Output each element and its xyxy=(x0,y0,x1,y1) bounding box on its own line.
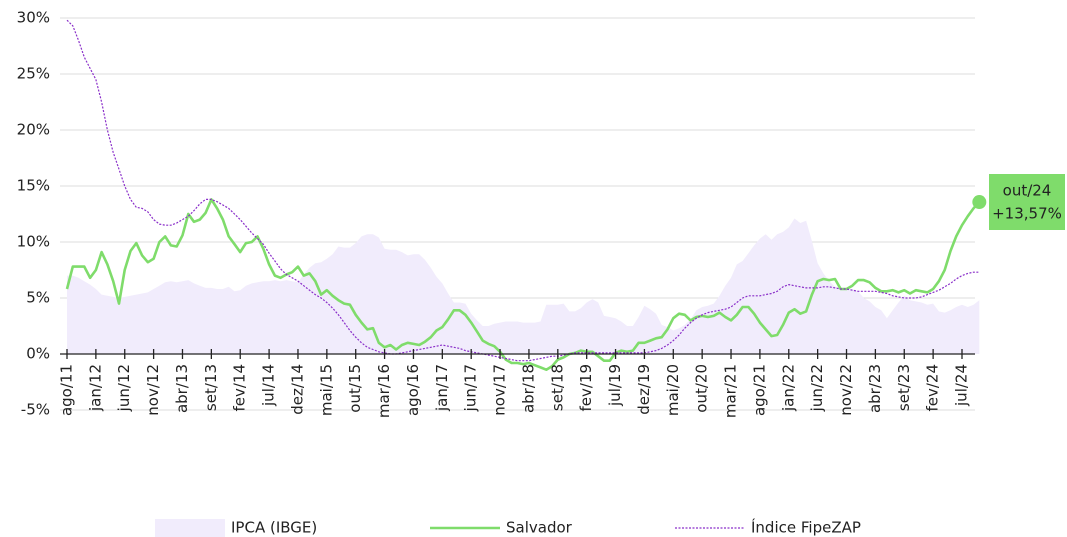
x-tick-label: abr/13 xyxy=(173,364,191,413)
x-tick-label: fev/19 xyxy=(577,364,595,412)
y-tick-label: 20% xyxy=(17,121,50,139)
x-tick-label: nov/12 xyxy=(144,364,162,416)
x-tick-label: mai/20 xyxy=(664,364,682,416)
x-tick-label: abr/23 xyxy=(866,364,884,413)
area xyxy=(67,218,980,354)
x-tick-label: fev/24 xyxy=(924,364,942,412)
x-tick-label: mar/21 xyxy=(722,364,740,418)
y-tick-label: 0% xyxy=(26,345,50,363)
x-tick-label: set/23 xyxy=(895,364,913,411)
x-tick-label: jan/12 xyxy=(86,364,104,412)
y-tick-label: 15% xyxy=(17,177,50,195)
annotation-value: +13,57% xyxy=(992,205,1062,223)
x-tick-label: mar/16 xyxy=(375,364,393,418)
x-tick-label: jan/22 xyxy=(779,364,797,412)
legend-label: Salvador xyxy=(506,519,573,537)
x-tick-label: nov/22 xyxy=(837,364,855,416)
x-tick-label: set/13 xyxy=(202,364,220,411)
y-tick-label: 30% xyxy=(17,9,50,27)
line xyxy=(65,198,981,371)
x-tick-label: ago/11 xyxy=(58,364,76,416)
end-dot xyxy=(972,195,987,210)
y-tick-label: 10% xyxy=(17,233,50,251)
x-tick-label: abr/18 xyxy=(519,364,537,413)
x-tick-label: jul/24 xyxy=(953,364,971,407)
x-tick-label: fev/14 xyxy=(231,364,249,412)
x-tick-label: out/15 xyxy=(346,364,364,413)
y-tick-label: 5% xyxy=(26,289,50,307)
x-tick-label: mai/15 xyxy=(317,364,335,416)
y-tick-label: 25% xyxy=(17,65,50,83)
x-tick-label: jun/17 xyxy=(462,364,480,412)
legend-swatch xyxy=(155,519,225,537)
x-tick-label: dez/19 xyxy=(635,364,653,415)
x-tick-label: dez/14 xyxy=(288,364,306,415)
x-tick-label: out/20 xyxy=(693,364,711,413)
x-tick-label: jul/14 xyxy=(260,364,278,407)
x-tick-label: ago/16 xyxy=(404,364,422,416)
x-tick-label: jun/22 xyxy=(808,364,826,412)
legend-label: IPCA (IBGE) xyxy=(231,519,317,537)
x-tick-label: jun/12 xyxy=(115,364,133,412)
legend-label: Índice FipeZAP xyxy=(751,518,861,537)
x-tick-label: jul/19 xyxy=(606,364,624,407)
x-tick-label: set/18 xyxy=(548,364,566,411)
x-tick-label: ago/21 xyxy=(750,364,768,416)
x-tick-label: nov/17 xyxy=(491,364,509,416)
annotation-box xyxy=(989,174,1065,230)
annotation-date: out/24 xyxy=(1003,182,1052,200)
x-tick-label: jan/17 xyxy=(433,364,451,412)
y-tick-label: -5% xyxy=(21,401,50,419)
line xyxy=(66,19,980,362)
